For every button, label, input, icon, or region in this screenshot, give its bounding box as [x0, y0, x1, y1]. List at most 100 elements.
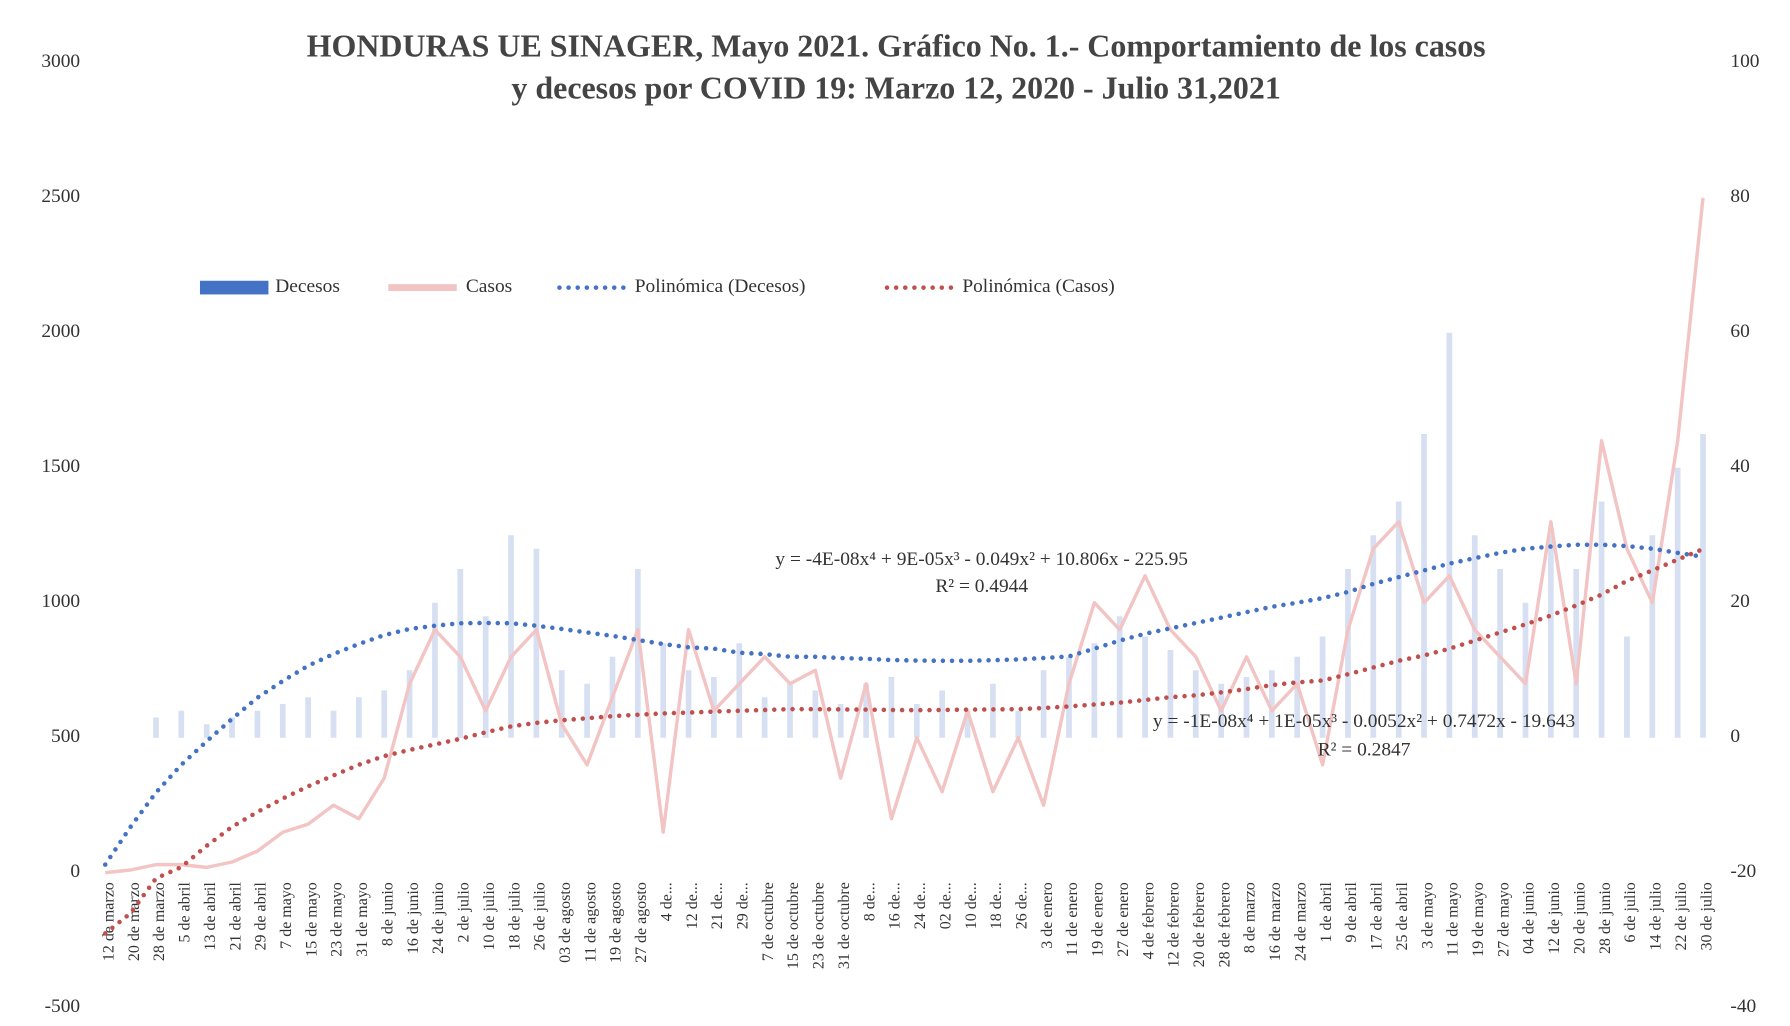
- bar: [1674, 467, 1681, 738]
- y-tick-label: 1500: [41, 456, 80, 477]
- x-tick-label: 3 de mayo: [1419, 882, 1436, 949]
- bar: [558, 670, 565, 738]
- bar: [1497, 569, 1503, 738]
- bar: [964, 710, 971, 738]
- x-tick-label: 28 de marzo: [151, 882, 168, 961]
- y-tick-label: 500: [51, 726, 80, 747]
- x-tick-label: 8 de...: [861, 882, 878, 921]
- x-tick-label: 19 de enero: [1090, 882, 1107, 957]
- x-tick-label: 20 de marzo: [126, 882, 143, 961]
- x-tick-label: 12 de febrero: [1166, 882, 1183, 967]
- bar: [381, 690, 388, 738]
- x-tick-label: 4 de febrero: [1140, 882, 1157, 959]
- x-tick-label: 16 de...: [887, 882, 904, 929]
- legend-label: Decesos: [275, 276, 340, 297]
- bar: [1294, 656, 1301, 738]
- x-tick-label: 11 de mayo: [1445, 882, 1462, 956]
- bar: [1269, 670, 1275, 738]
- y2-tick-label: -20: [1730, 861, 1756, 882]
- bar: [1700, 434, 1706, 738]
- y-tick-label: 3000: [41, 51, 80, 72]
- bar: [406, 670, 413, 738]
- bar: [457, 569, 464, 738]
- x-tick-label: 22 de julio: [1673, 882, 1690, 950]
- x-tick-label: 8 de junio: [379, 882, 396, 946]
- y2-tick-label: 20: [1730, 591, 1749, 612]
- bar: [305, 697, 311, 738]
- x-tick-label: 31 de mayo: [354, 882, 371, 957]
- x-tick-label: 27 de agosto: [633, 882, 650, 963]
- bar: [1142, 636, 1148, 738]
- bar: [584, 683, 590, 738]
- bar: [736, 643, 743, 738]
- bar: [812, 690, 819, 738]
- x-tick-label: 02 de...: [937, 882, 954, 929]
- y-tick-label: 2000: [41, 321, 80, 342]
- bar: [913, 703, 920, 738]
- legend-swatch: [199, 280, 269, 295]
- x-tick-label: 17 de abril: [1369, 882, 1386, 951]
- x-tick-label: 04 de junio: [1521, 882, 1538, 954]
- y2-tick-label: 100: [1730, 51, 1759, 72]
- x-tick-label: 23 de mayo: [329, 882, 346, 957]
- bar: [1395, 501, 1402, 738]
- x-tick-label: 29 de...: [735, 882, 752, 929]
- x-tick-label: 18 de...: [988, 882, 1005, 929]
- x-tick-label: 27 de mayo: [1495, 882, 1512, 957]
- bar: [1066, 656, 1072, 738]
- bar: [1624, 636, 1630, 738]
- bar: [787, 683, 793, 738]
- bar: [1192, 670, 1199, 738]
- x-tick-label: 29 de abril: [253, 882, 270, 951]
- bar: [1370, 535, 1377, 738]
- bar: [330, 710, 337, 738]
- y-tick-label: 2500: [41, 186, 80, 207]
- x-tick-label: 24 de junio: [430, 882, 447, 954]
- bar: [761, 697, 768, 738]
- x-tick-label: 28 de junio: [1597, 882, 1614, 954]
- x-tick-label: 7 de octubre: [760, 882, 777, 961]
- bar: [1319, 636, 1326, 738]
- bar: [1522, 602, 1529, 738]
- x-tick-label: 21 de abril: [227, 882, 244, 951]
- bar: [1091, 643, 1098, 738]
- bar: [482, 616, 489, 738]
- bar: [533, 548, 540, 738]
- bar: [1649, 535, 1656, 738]
- x-tick-label: 4 de...: [658, 882, 675, 921]
- x-tick-label: 19 de agosto: [608, 882, 625, 963]
- x-tick-label: 31 de octubre: [836, 882, 853, 969]
- x-tick-label: 25 de abril: [1394, 882, 1411, 951]
- legend-label: Polinómica (Casos): [962, 276, 1114, 297]
- x-tick-label: 26 de julio: [532, 882, 549, 950]
- y2-tick-label: 0: [1730, 726, 1740, 747]
- bar: [508, 535, 514, 738]
- bar: [1471, 535, 1478, 738]
- x-tick-label: 10 de...: [963, 882, 980, 929]
- y2-tick-label: 80: [1730, 186, 1749, 207]
- x-tick-label: 19 de mayo: [1470, 882, 1487, 957]
- x-tick-label: 12 de marzo: [100, 882, 117, 961]
- bar: [153, 717, 159, 738]
- bar: [1573, 569, 1580, 738]
- x-tick-label: 13 de abril: [202, 882, 219, 951]
- bar: [660, 643, 667, 738]
- bar: [837, 703, 844, 738]
- x-tick-label: 2 de julio: [456, 882, 473, 942]
- x-tick-label: 20 de febrero: [1191, 882, 1208, 967]
- x-tick-label: 6 de julio: [1622, 882, 1639, 942]
- x-tick-label: 15 de octubre: [785, 882, 802, 969]
- x-tick-label: 23 de octubre: [811, 882, 828, 969]
- bar: [432, 602, 438, 738]
- bar: [203, 724, 210, 738]
- annotation: y = -4E-08x⁴ + 9E-05x³ - 0.049x² + 10.80…: [775, 549, 1188, 570]
- x-tick-label: 11 de enero: [1064, 882, 1081, 956]
- x-tick-label: 7 de mayo: [278, 882, 295, 949]
- bar: [1421, 434, 1427, 738]
- y2-tick-label: 60: [1730, 321, 1749, 342]
- bar: [634, 569, 641, 738]
- x-tick-label: 9 de abril: [1343, 882, 1360, 943]
- legend-label: Polinómica (Decesos): [635, 276, 806, 297]
- trend-line: [102, 542, 1706, 867]
- bar: [229, 717, 235, 738]
